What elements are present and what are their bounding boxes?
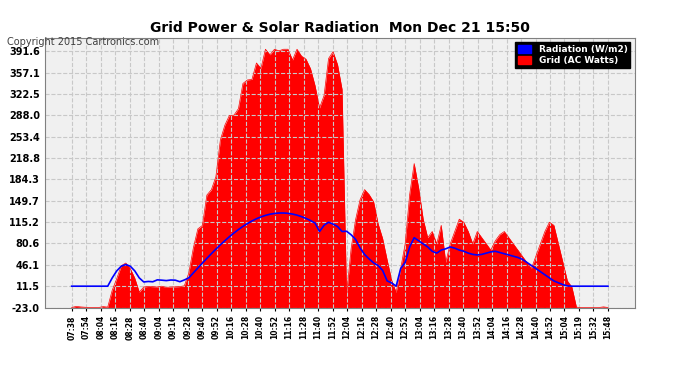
Title: Grid Power & Solar Radiation  Mon Dec 21 15:50: Grid Power & Solar Radiation Mon Dec 21 …: [150, 21, 530, 35]
Legend: Radiation (W/m2), Grid (AC Watts): Radiation (W/m2), Grid (AC Watts): [515, 42, 630, 68]
Text: Copyright 2015 Cartronics.com: Copyright 2015 Cartronics.com: [7, 37, 159, 47]
